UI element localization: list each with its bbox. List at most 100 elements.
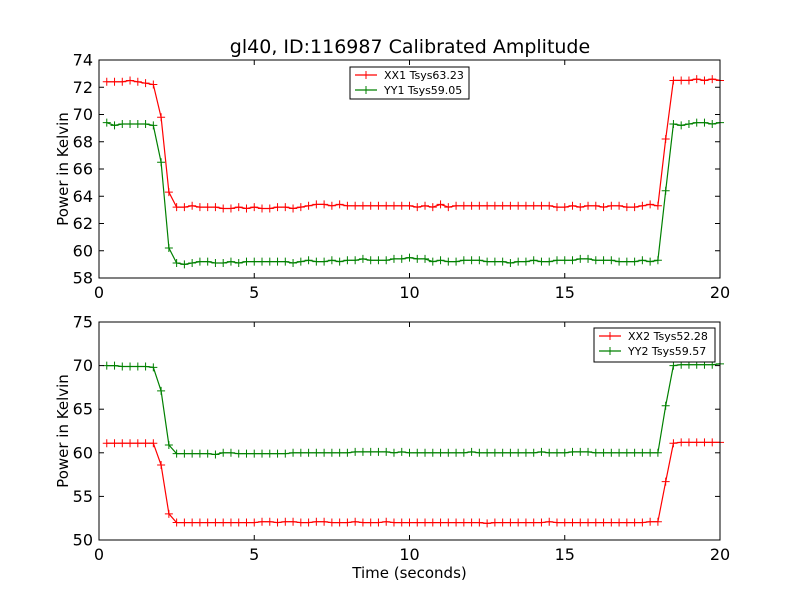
data-point: [692, 75, 701, 84]
data-point: [568, 256, 577, 265]
data-point: [172, 449, 181, 458]
data-point: [568, 447, 577, 456]
data-point: [250, 518, 259, 527]
data-point: [133, 77, 142, 86]
data-point: [110, 361, 119, 370]
data-point: [521, 257, 530, 266]
y-tick-label: 58: [73, 269, 93, 288]
data-point: [312, 200, 321, 209]
data-point: [366, 518, 375, 527]
data-point: [428, 518, 437, 527]
data-point: [234, 518, 243, 527]
data-point: [141, 362, 150, 371]
data-point: [281, 257, 290, 266]
data-point: [296, 448, 305, 457]
data-point: [405, 518, 414, 527]
data-point: [382, 256, 391, 265]
data-point: [584, 518, 593, 527]
data-point: [265, 257, 274, 266]
data-point: [149, 121, 158, 130]
data-point: [141, 79, 150, 88]
data-point: [607, 256, 616, 265]
data-point: [413, 448, 422, 457]
data-point: [312, 448, 321, 457]
data-point: [141, 120, 150, 129]
chart-title: gl40, ID:116987 Calibrated Amplitude: [230, 36, 590, 58]
y-tick-label: 66: [73, 160, 93, 179]
data-point: [576, 203, 585, 212]
data-point: [669, 439, 678, 448]
data-point: [584, 201, 593, 210]
data-point: [226, 257, 235, 266]
data-point: [483, 201, 492, 210]
data-point: [258, 517, 267, 526]
data-point: [180, 203, 189, 212]
data-point: [459, 518, 468, 527]
data-point: [335, 518, 344, 527]
data-point: [459, 448, 468, 457]
data-point: [537, 201, 546, 210]
data-point: [157, 386, 166, 395]
data-point: [529, 448, 538, 457]
data-point: [452, 201, 461, 210]
data-point: [615, 201, 624, 210]
legend-marker: [606, 347, 614, 355]
data-point: [413, 203, 422, 212]
data-point: [149, 80, 158, 89]
data-point: [133, 120, 142, 129]
data-point: [343, 256, 352, 265]
data-point: [102, 77, 111, 86]
x-tick-label: 10: [399, 545, 419, 564]
y-tick-label: 50: [73, 531, 93, 550]
data-point: [661, 135, 670, 144]
data-point: [514, 257, 523, 266]
y-axis-label: Power in Kelvin: [54, 374, 72, 488]
data-point: [335, 257, 344, 266]
data-point: [405, 448, 414, 457]
data-point: [568, 201, 577, 210]
data-point: [506, 201, 515, 210]
data-point: [622, 257, 631, 266]
data-point: [320, 257, 329, 266]
data-point: [389, 448, 398, 457]
data-point: [273, 203, 282, 212]
data-point: [677, 438, 686, 447]
data-point: [335, 448, 344, 457]
data-point: [374, 201, 383, 210]
data-point: [219, 259, 228, 268]
data-point: [157, 113, 166, 122]
data-point: [483, 257, 492, 266]
data-point: [591, 448, 600, 457]
data-point: [646, 448, 655, 457]
data-point: [529, 256, 538, 265]
data-point: [374, 518, 383, 527]
data-point: [568, 518, 577, 527]
data-point: [304, 201, 313, 210]
data-point: [560, 203, 569, 212]
data-point: [296, 518, 305, 527]
data-point: [382, 201, 391, 210]
data-point: [560, 256, 569, 265]
data-point: [180, 449, 189, 458]
data-point: [638, 256, 647, 265]
data-point: [421, 518, 430, 527]
data-point: [490, 257, 499, 266]
data-point: [289, 448, 298, 457]
data-point: [397, 518, 406, 527]
x-tick-label: 0: [94, 283, 104, 302]
data-point: [211, 203, 220, 212]
x-tick-label: 5: [249, 545, 259, 564]
data-point: [126, 439, 135, 448]
data-point: [436, 518, 445, 527]
data-point: [258, 204, 267, 213]
data-point: [327, 256, 336, 265]
data-point: [552, 448, 561, 457]
data-point: [188, 518, 197, 527]
data-point: [692, 438, 701, 447]
x-tick-label: 0: [94, 545, 104, 564]
data-point: [273, 518, 282, 527]
data-point: [226, 518, 235, 527]
legend: XX1 Tsys63.23 YY1 Tsys59.05: [349, 66, 470, 100]
y-tick-label: 60: [73, 241, 93, 260]
data-point: [669, 361, 678, 370]
